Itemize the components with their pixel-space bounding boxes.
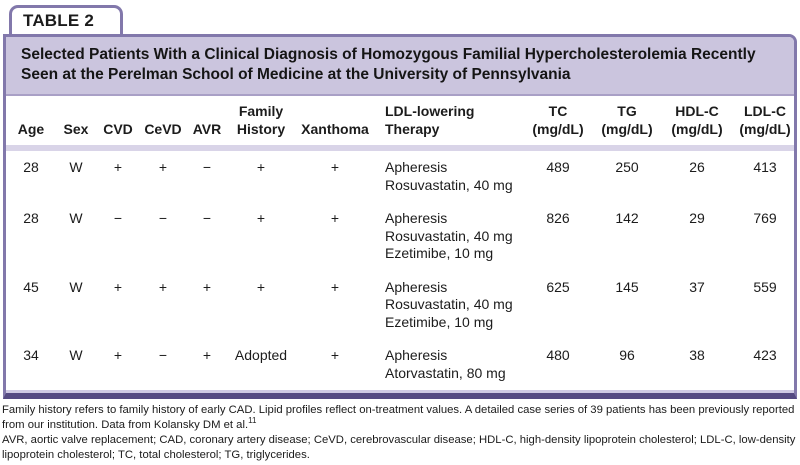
table-row: 28 W − − − + + Apheresis Rosuvastatin, 4… bbox=[6, 202, 794, 271]
cell-cevd: − bbox=[158, 210, 168, 227]
table-row: 45 W + + + + + Apheresis Rosuvastatin, 4… bbox=[6, 271, 794, 340]
cell-hdl-c: 29 bbox=[689, 210, 705, 227]
cell-sex: W bbox=[69, 278, 83, 295]
cell-age: 28 bbox=[23, 159, 39, 176]
reference-superscript: 11 bbox=[248, 416, 257, 426]
cell-avr: − bbox=[202, 159, 212, 176]
cell-avr: + bbox=[202, 347, 212, 364]
cell-ldl-c: 769 bbox=[753, 210, 777, 227]
header-xanthoma: Xanthoma bbox=[294, 96, 376, 152]
cell-family-history: + bbox=[256, 210, 266, 227]
cell-cvd: + bbox=[113, 159, 123, 176]
cell-tg: 96 bbox=[619, 347, 635, 364]
cell-tc: 826 bbox=[546, 210, 570, 227]
cell-ldl-c: 413 bbox=[753, 159, 777, 176]
table-header-row: Age Sex CVD CeVD AVR Family History Xant… bbox=[6, 96, 794, 152]
patients-table: Age Sex CVD CeVD AVR Family History Xant… bbox=[6, 96, 794, 390]
cell-cevd: + bbox=[158, 159, 168, 176]
cell-family-history: + bbox=[256, 159, 266, 176]
cell-cvd: + bbox=[113, 278, 123, 295]
cell-hdl-c: 26 bbox=[689, 159, 705, 176]
cell-age: 45 bbox=[23, 278, 39, 295]
cell-therapy: Apheresis Rosuvastatin, 40 mg Ezetimibe,… bbox=[385, 278, 513, 330]
cell-sex: W bbox=[69, 347, 83, 364]
cell-xanthoma: + bbox=[330, 347, 340, 364]
cell-cevd: − bbox=[158, 347, 168, 364]
cell-family-history: + bbox=[256, 278, 266, 295]
table-row: 34 W + − + Adopted + Apheresis Atorvasta… bbox=[6, 339, 794, 390]
footnote-general-text: Family history refers to family history … bbox=[2, 404, 795, 432]
cell-avr: − bbox=[202, 210, 212, 227]
cell-tc: 480 bbox=[546, 347, 570, 364]
header-therapy: LDL-lowering Therapy bbox=[376, 96, 524, 152]
header-tc: TC (mg/dL) bbox=[524, 96, 592, 152]
cell-sex: W bbox=[69, 159, 83, 176]
cell-xanthoma: + bbox=[330, 278, 340, 295]
cell-hdl-c: 38 bbox=[689, 347, 705, 364]
footnote-abbreviations: AVR, aortic valve replacement; CAD, coro… bbox=[2, 434, 796, 462]
table-title: Selected Patients With a Clinical Diagno… bbox=[6, 37, 794, 97]
bottom-accent-line bbox=[6, 390, 794, 394]
cell-family-history: Adopted bbox=[234, 347, 288, 364]
cell-tc: 489 bbox=[546, 159, 570, 176]
cell-hdl-c: 37 bbox=[689, 278, 705, 295]
cell-avr: + bbox=[202, 278, 212, 295]
cell-xanthoma: + bbox=[330, 159, 340, 176]
footnotes: Family history refers to family history … bbox=[2, 403, 797, 463]
header-tg: TG (mg/dL) bbox=[592, 96, 662, 152]
table-container: Selected Patients With a Clinical Diagno… bbox=[3, 34, 797, 400]
header-sex: Sex bbox=[56, 96, 96, 152]
header-hdl-c: HDL-C (mg/dL) bbox=[662, 96, 732, 152]
cell-cvd: + bbox=[113, 347, 123, 364]
cell-age: 34 bbox=[23, 347, 39, 364]
header-age: Age bbox=[6, 96, 56, 152]
header-avr: AVR bbox=[186, 96, 228, 152]
cell-tc: 625 bbox=[546, 278, 570, 295]
cell-age: 28 bbox=[23, 210, 39, 227]
header-cvd: CVD bbox=[96, 96, 140, 152]
cell-therapy: Apheresis Atorvastatin, 80 mg bbox=[385, 347, 506, 381]
footnote-general: Family history refers to family history … bbox=[2, 403, 797, 433]
header-family-history: Family History bbox=[228, 96, 294, 152]
cell-xanthoma: + bbox=[330, 210, 340, 227]
table-number-tab: TABLE 2 bbox=[9, 5, 123, 34]
cell-tg: 250 bbox=[615, 159, 639, 176]
cell-cvd: − bbox=[113, 210, 123, 227]
cell-ldl-c: 423 bbox=[753, 347, 777, 364]
table-row: 28 W + + − + + Apheresis Rosuvastatin, 4… bbox=[6, 148, 794, 202]
cell-therapy: Apheresis Rosuvastatin, 40 mg bbox=[385, 159, 513, 193]
cell-sex: W bbox=[69, 210, 83, 227]
header-cevd: CeVD bbox=[140, 96, 186, 152]
cell-ldl-c: 559 bbox=[753, 278, 777, 295]
cell-therapy: Apheresis Rosuvastatin, 40 mg Ezetimibe,… bbox=[385, 210, 513, 262]
cell-cevd: + bbox=[158, 278, 168, 295]
cell-tg: 142 bbox=[615, 210, 639, 227]
header-ldl-c: LDL-C (mg/dL) bbox=[732, 96, 794, 152]
cell-tg: 145 bbox=[615, 278, 639, 295]
